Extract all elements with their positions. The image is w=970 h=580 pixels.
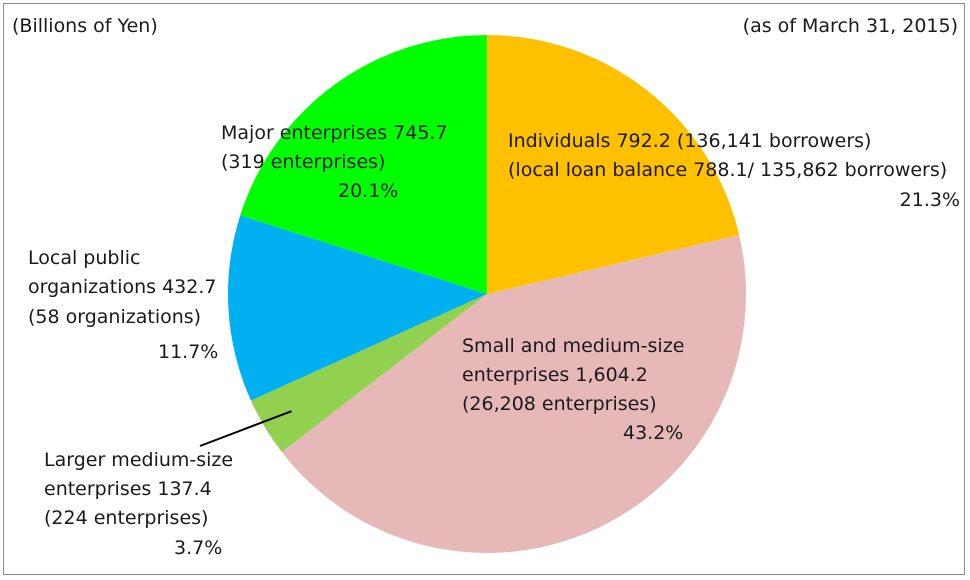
- leader-line-larger-medium: [199, 410, 292, 447]
- local-public-label-line-1: Local public: [28, 247, 141, 269]
- date-label: (as of March 31, 2015): [742, 15, 958, 37]
- major-label-line-2: (319 enterprises): [221, 151, 386, 173]
- pie-slice-larger_medium: [250, 294, 487, 453]
- pie-slice-major: [240, 35, 487, 294]
- major-percent: 20.1%: [338, 180, 399, 202]
- pie-slice-sme: [281, 234, 746, 553]
- pie-slice-local_public: [228, 215, 487, 401]
- unit-label: (Billions of Yen): [12, 15, 158, 37]
- individuals-label-line-1: Individuals 792.2 (136,141 borrowers): [508, 130, 872, 152]
- local-public-label-line-3: (58 organizations): [28, 306, 202, 328]
- major-label-line-1: Major enterprises 745.7: [221, 122, 448, 144]
- pie-slice-individuals: [487, 35, 740, 294]
- individuals-label-line-2: (local loan balance 788.1/ 135,862 borro…: [508, 159, 948, 181]
- sme-label-line-1: Small and medium-size: [462, 335, 685, 357]
- larger-medium-label-line-3: (224 enterprises): [44, 507, 209, 529]
- sme-label-line-2: enterprises 1,604.2: [462, 364, 648, 386]
- larger-medium-label-line-2: enterprises 137.4: [44, 478, 212, 500]
- local-public-percent: 11.7%: [158, 341, 219, 363]
- sme-label-line-3: (26,208 enterprises): [462, 393, 657, 415]
- larger-medium-percent: 3.7%: [174, 537, 223, 559]
- individuals-percent: 21.3%: [899, 189, 960, 211]
- sme-percent: 43.2%: [623, 422, 684, 444]
- local-public-label-line-2: organizations 432.7: [28, 276, 217, 298]
- larger-medium-label-line-1: Larger medium-size: [44, 449, 234, 471]
